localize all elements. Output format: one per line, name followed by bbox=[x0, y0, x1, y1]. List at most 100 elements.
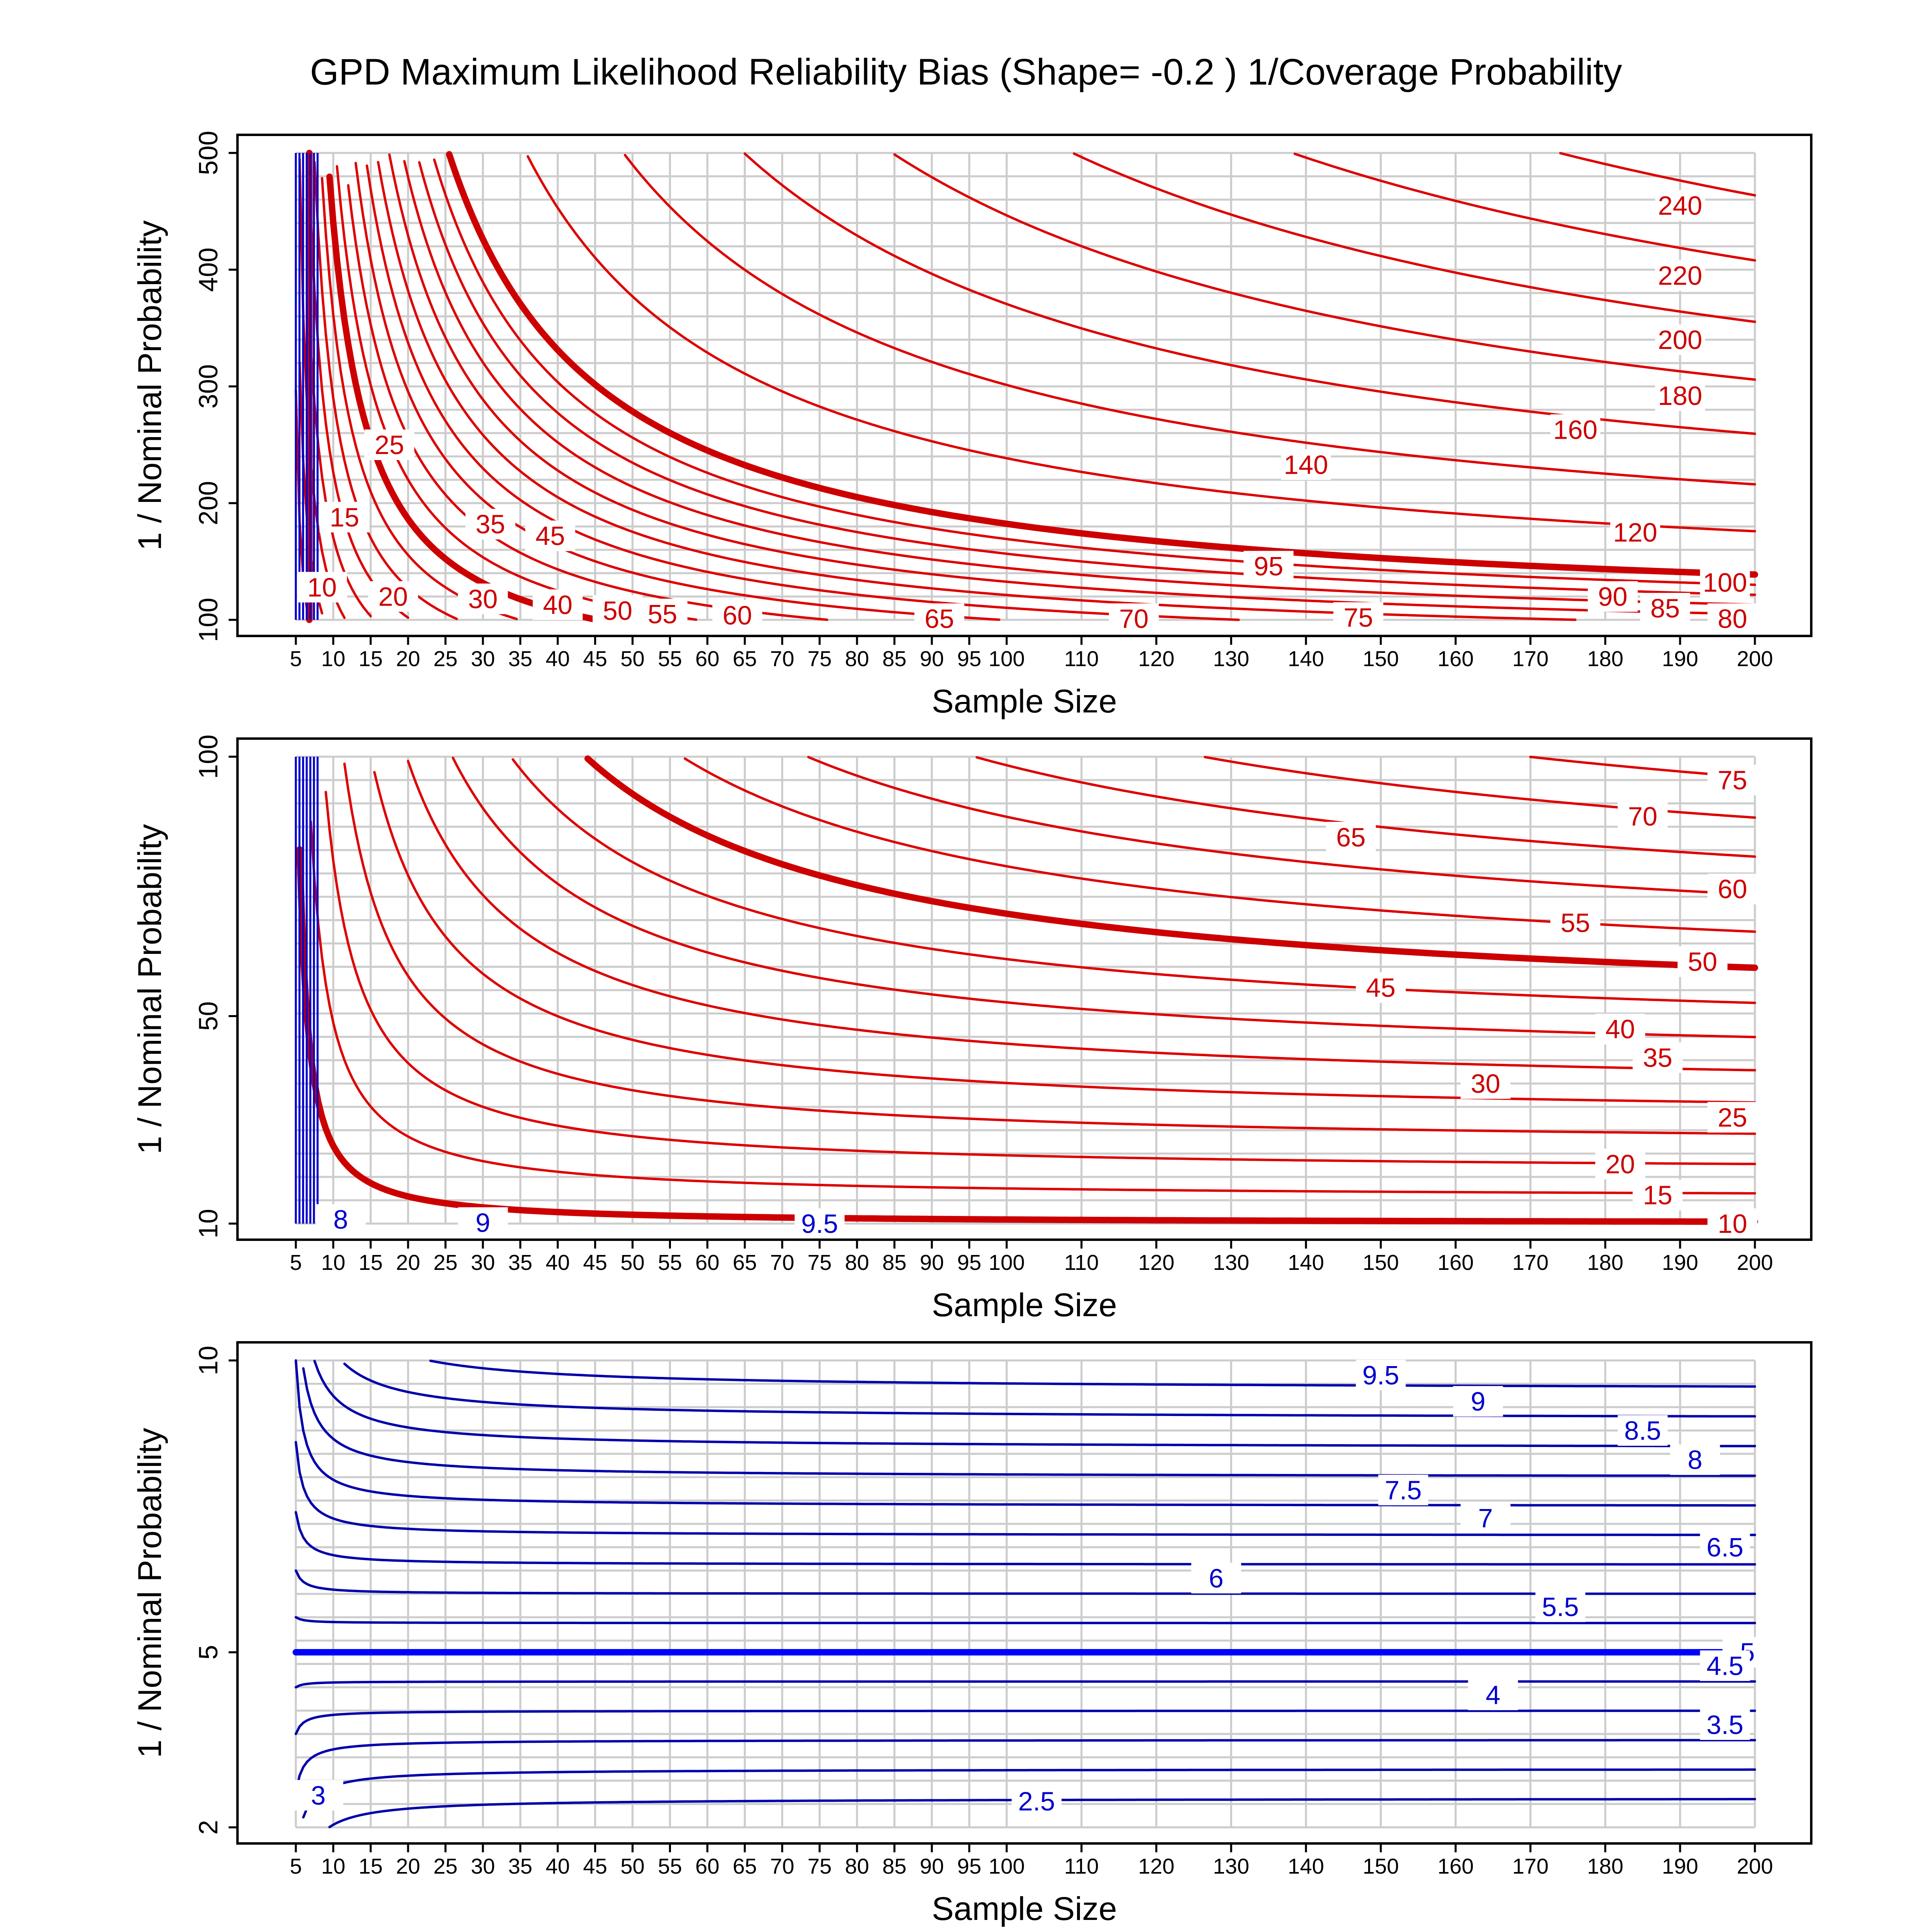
x-tick-label: 25 bbox=[433, 647, 458, 671]
panel-top: 240 220 200 180 160 140 120 100 95 90 85 80 75 70 65 60… bbox=[132, 131, 1812, 720]
x-tick-label: 170 bbox=[1512, 1251, 1548, 1275]
contour-line bbox=[313, 1360, 1756, 1447]
x-tick-label: 130 bbox=[1213, 647, 1249, 671]
contour-label: 9 bbox=[475, 1208, 490, 1237]
y-tick-label: 500 bbox=[193, 131, 223, 175]
contour-label-bg bbox=[1535, 1591, 1585, 1622]
contour-label-bg bbox=[293, 1780, 343, 1811]
contour-label: 55 bbox=[648, 599, 677, 629]
contour-label: 140 bbox=[1284, 450, 1328, 479]
contour-label-bg bbox=[533, 589, 583, 620]
contour-line bbox=[429, 1359, 1756, 1388]
contour-line bbox=[295, 1739, 1756, 1794]
y-axis-title: 1 / Nominal Probability bbox=[132, 824, 168, 1154]
y-tick-label: 10 bbox=[193, 1346, 223, 1375]
x-tick-label: 60 bbox=[695, 1854, 719, 1878]
x-tick-label: 80 bbox=[845, 647, 869, 671]
x-tick-label: 110 bbox=[1064, 1251, 1099, 1275]
x-tick-label: 60 bbox=[695, 1251, 719, 1275]
x-axis-title: Sample Size bbox=[932, 1287, 1117, 1323]
contour-label-bg bbox=[1655, 260, 1705, 291]
x-tick-label: 140 bbox=[1288, 647, 1324, 671]
contour-label-bg bbox=[1707, 873, 1758, 904]
contour-label-bg bbox=[637, 599, 687, 630]
contour-label-bg bbox=[1707, 1208, 1758, 1239]
contour-line bbox=[418, 161, 1756, 596]
contour-label: 200 bbox=[1658, 325, 1702, 355]
x-tick-label: 65 bbox=[733, 647, 757, 671]
contour-label: 45 bbox=[535, 521, 565, 551]
contour-label-bg bbox=[1610, 517, 1660, 548]
x-tick-label: 15 bbox=[359, 1251, 383, 1275]
x-tick-label: 55 bbox=[658, 1854, 682, 1878]
x-tick-label: 95 bbox=[957, 647, 981, 671]
contour-line bbox=[452, 757, 1756, 1038]
panel-frame bbox=[236, 1341, 1812, 1845]
contour-label-bg bbox=[1378, 1474, 1428, 1505]
y-tick-label: 10 bbox=[193, 1209, 223, 1238]
x-tick-label: 20 bbox=[396, 1251, 420, 1275]
contour-label-bg bbox=[1640, 593, 1690, 623]
contour-label-bg bbox=[1700, 1709, 1750, 1740]
x-tick-label: 75 bbox=[807, 1854, 832, 1878]
contour-line bbox=[403, 160, 1756, 606]
contour-line bbox=[295, 1511, 1756, 1566]
x-tick-label: 90 bbox=[920, 647, 944, 671]
x-axis: 5 10 15 20 25 30 35 40 45 50 55 60 65 70 75 80 85 90 95 100… bbox=[290, 1240, 1773, 1275]
contour-label: 4 bbox=[1486, 1680, 1501, 1710]
contour-line bbox=[295, 1616, 1756, 1624]
x-tick-label: 50 bbox=[620, 1854, 644, 1878]
x-tick-label: 130 bbox=[1213, 1854, 1249, 1878]
contour-label: 15 bbox=[1643, 1180, 1672, 1210]
contour-label-bg bbox=[1670, 1444, 1720, 1475]
contour-label: 80 bbox=[1718, 604, 1747, 634]
x-tick-label: 85 bbox=[882, 1251, 906, 1275]
x-axis: 5 10 15 20 25 30 35 40 45 50 55 60 65 70 75 80 85 90 95 100… bbox=[290, 636, 1773, 671]
contour-label-bg bbox=[1191, 1563, 1241, 1593]
x-tick-label: 55 bbox=[658, 647, 682, 671]
x-tick-label: 30 bbox=[471, 1854, 495, 1878]
contour-labels: 240 220 200 180 160 140 120 100 95 90 85 80 75 70 65 60… bbox=[297, 190, 1758, 634]
contour-line bbox=[295, 1441, 1756, 1536]
contour-label-bg bbox=[1356, 972, 1406, 1003]
contour-label: 3 bbox=[311, 1780, 326, 1810]
contour-label: 60 bbox=[722, 600, 752, 630]
contour-label-bg bbox=[458, 583, 508, 614]
contour-label-bg bbox=[1618, 801, 1668, 832]
y-tick-label: 2 bbox=[193, 1820, 223, 1835]
x-tick-label: 170 bbox=[1512, 1854, 1548, 1878]
x-axis-title: Sample Size bbox=[932, 683, 1117, 720]
contour-label: 50 bbox=[603, 596, 632, 625]
contour-label-bg bbox=[795, 1208, 845, 1239]
contour-label-bg bbox=[1550, 907, 1600, 938]
contour-label: 75 bbox=[1344, 603, 1373, 632]
contour-label: 7.5 bbox=[1385, 1475, 1422, 1505]
contour-line bbox=[296, 846, 1758, 1225]
x-tick-label: 50 bbox=[620, 647, 644, 671]
x-tick-label: 190 bbox=[1662, 1854, 1698, 1878]
x-tick-label: 170 bbox=[1512, 647, 1548, 671]
x-tick-label: 45 bbox=[583, 1854, 607, 1878]
contour-label-bg bbox=[1460, 1503, 1511, 1534]
contour-line bbox=[313, 161, 458, 620]
contour-label: 25 bbox=[375, 430, 404, 460]
contour-line bbox=[354, 162, 1001, 621]
contour-line bbox=[302, 1367, 1756, 1477]
contour-label-bg bbox=[1655, 324, 1705, 355]
contour-label: 30 bbox=[468, 584, 497, 614]
y-tick-label: 100 bbox=[193, 735, 223, 779]
contour-line bbox=[446, 151, 1758, 578]
contour-label: 40 bbox=[1606, 1014, 1635, 1044]
contour-line bbox=[433, 158, 1756, 586]
x-tick-label: 95 bbox=[957, 1251, 981, 1275]
contour-label-bg bbox=[1468, 1679, 1518, 1710]
contour-line bbox=[365, 164, 1240, 621]
x-tick-label: 10 bbox=[321, 1854, 345, 1878]
x-tick-label: 160 bbox=[1437, 1251, 1474, 1275]
contour-label: 7 bbox=[1478, 1503, 1493, 1533]
x-tick-label: 5 bbox=[290, 647, 302, 671]
contour-line bbox=[324, 791, 1756, 1165]
y-tick-label: 5 bbox=[193, 1645, 223, 1660]
contour-label: 160 bbox=[1553, 415, 1598, 444]
